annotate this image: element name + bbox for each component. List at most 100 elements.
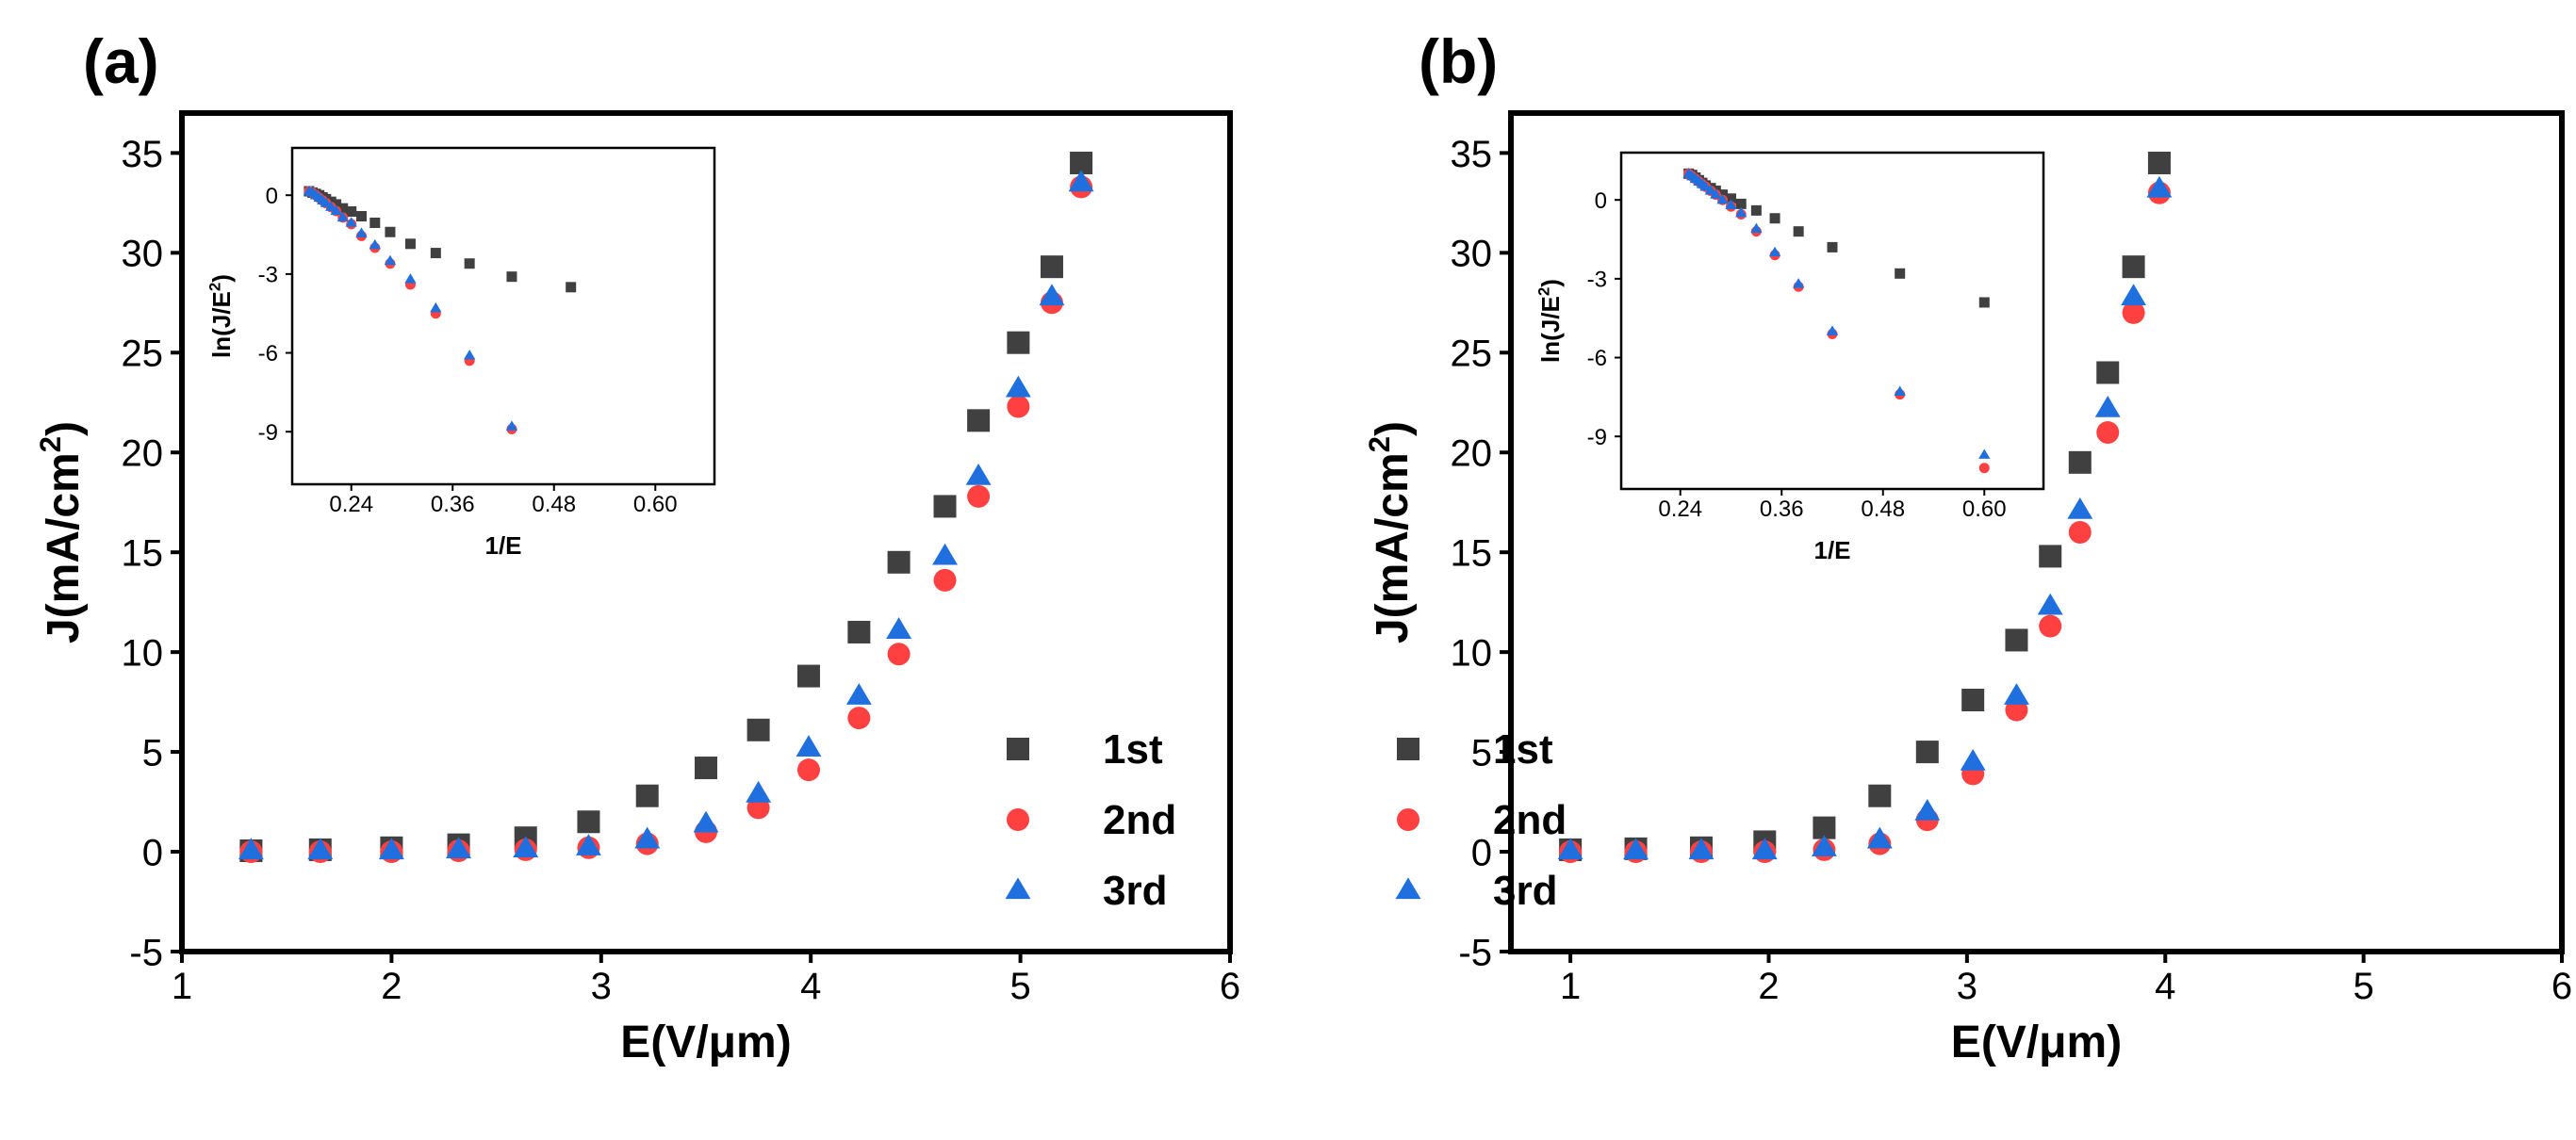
main-y-tick-label: 35: [1451, 134, 1493, 175]
inset-point-1st: [1978, 297, 1990, 308]
main-y-axis-label-sup: 2: [34, 436, 67, 452]
legend-label-2nd: 2nd: [1103, 797, 1176, 843]
main-point-3rd: [932, 543, 958, 565]
inset-point-3rd: [1716, 193, 1729, 204]
inset-y-axis-label: ln(J/E2): [1535, 279, 1565, 363]
main-point-3rd: [2037, 593, 2063, 615]
legend-marker-2nd: [1007, 808, 1029, 831]
inset-point-3rd: [1699, 180, 1712, 191]
inset-point-3rd: [1710, 188, 1722, 199]
main-point-1st: [577, 810, 600, 834]
inset-y-axis-label-main: ln(J/E: [1536, 296, 1565, 363]
main-y-tick-label: -5: [1458, 932, 1492, 973]
inset-y-axis-label-sup: 2: [206, 283, 224, 291]
inset-frame: [1619, 151, 2045, 491]
main-y-tick-label: 10: [1451, 633, 1493, 675]
main-point-3rd: [1557, 838, 1583, 860]
inset-y-axis-label-main: ln(J/E: [207, 291, 236, 358]
main-point-1st: [2039, 545, 2062, 568]
main-point-3rd: [1914, 798, 1941, 821]
inset-point-1st: [346, 205, 357, 217]
main-point-3rd: [1039, 284, 1065, 306]
main-point-1st: [967, 409, 991, 432]
main-point-3rd: [693, 810, 719, 833]
main-point-2nd: [2039, 614, 2062, 638]
main-point-2nd: [2122, 301, 2145, 324]
main-x-tick-label: 2: [381, 966, 402, 1007]
inset-x-tick-label: 0.36: [431, 492, 475, 517]
main-point-3rd: [2094, 395, 2121, 417]
main-y-tick-label: 0: [142, 832, 163, 873]
main-point-3rd: [2121, 284, 2147, 306]
main-point-3rd: [1811, 835, 1837, 856]
inset-x-tick-label: 0.36: [1760, 497, 1804, 522]
legend-label-3rd: 3rd: [1493, 868, 1557, 914]
main-frame: [179, 110, 1233, 954]
main-point-1st: [887, 550, 911, 574]
main-point-1st: [1868, 784, 1892, 807]
inset-point-3rd: [1750, 222, 1763, 234]
inset-x-tick-label: 0.48: [1861, 497, 1905, 522]
main-point-1st: [933, 495, 957, 518]
panel-label: (b): [1419, 26, 1498, 96]
main-point-1st: [2068, 450, 2092, 474]
main-point-2nd: [887, 643, 911, 666]
main-x-tick-label: 1: [1560, 966, 1581, 1007]
main-point-1st: [1915, 741, 1939, 764]
inset-y-tick-label: -3: [258, 263, 278, 288]
main-x-axis-label: E(V/μm): [620, 1018, 791, 1067]
inset-plot: 0.24 0.36 0.48 0.60 0 -3 -6 -9 1/E ln(J/E2): [1535, 151, 2045, 564]
main-point-1st: [747, 718, 770, 741]
main-point-3rd: [1751, 838, 1778, 860]
main-point-3rd: [238, 838, 264, 860]
main-point-3rd: [2004, 683, 2029, 705]
inset-background: [292, 148, 714, 484]
main-point-1st: [1040, 255, 1063, 279]
inset-x-tick-label: 0.60: [1962, 497, 2007, 522]
inset-point-1st: [1827, 241, 1838, 252]
inset-point-1st: [1735, 198, 1747, 209]
main-point-1st: [1007, 331, 1030, 354]
main-x-tick-label: 2: [1758, 966, 1779, 1007]
inset-frame: [290, 146, 716, 486]
inset-point-3rd: [1894, 385, 1906, 396]
inset-point-2nd: [1978, 463, 1990, 474]
main-y-axis-label: J(mA/cm2): [1363, 421, 1418, 643]
inset-y-axis-label: ln(J/E2): [206, 274, 236, 358]
main-y-tick-label: 10: [122, 633, 164, 675]
main-x-tick-label: 3: [1957, 966, 1977, 1007]
inset-point-1st: [1725, 193, 1736, 204]
legend: 1st 2nd 3rd: [1395, 726, 1567, 914]
main-y-axis-label-sup: 2: [1363, 436, 1396, 452]
inset-y-tick-label: -9: [1587, 425, 1607, 450]
main-x-tick-label: 6: [1220, 966, 1240, 1007]
inset-point-3rd: [1768, 246, 1781, 257]
inset-point-1st: [1750, 204, 1762, 216]
inset-series-3rd: [303, 185, 518, 431]
main-y-tick-label: 20: [122, 433, 164, 475]
main-point-1st: [2005, 628, 2028, 652]
main-y-tick-label: 25: [1451, 334, 1493, 375]
main-y-tick-label: 30: [122, 234, 164, 275]
main-point-3rd: [2067, 497, 2093, 519]
main-y-tick-label: 15: [122, 533, 164, 575]
main-y-axis-label-close: ): [39, 421, 89, 436]
main-point-2nd: [1007, 395, 1030, 418]
main-point-3rd: [845, 683, 872, 705]
inset-series-3rd: [1682, 168, 1991, 459]
main-point-3rd: [446, 837, 472, 859]
inset-x-axis-label: 1/E: [484, 531, 521, 560]
inset-point-1st: [464, 258, 475, 269]
main-point-1st: [847, 620, 871, 643]
panel-a: (a)1 2 3 4 5 6-505101520253035E(V/μm)J(mA/cm2…: [34, 26, 1240, 1067]
inset-x-tick-label: 0.24: [1658, 497, 1702, 522]
panel-b: (b)1 2 3 4 5 6-505101520253035E(V/μm)J(mA/cm2…: [1363, 26, 2572, 1067]
inset-y-axis-label-close: ): [207, 274, 236, 283]
inset-plot: 0.24 0.36 0.48 0.60 0 -3 -6 -9 1/E ln(J/E2): [206, 146, 716, 560]
inset-point-3rd: [384, 254, 397, 266]
main-point-1st: [1961, 689, 1985, 711]
inset-point-1st: [1895, 268, 1906, 279]
inset-y-tick-label: -6: [1587, 346, 1607, 371]
main-point-3rd: [1005, 375, 1031, 398]
